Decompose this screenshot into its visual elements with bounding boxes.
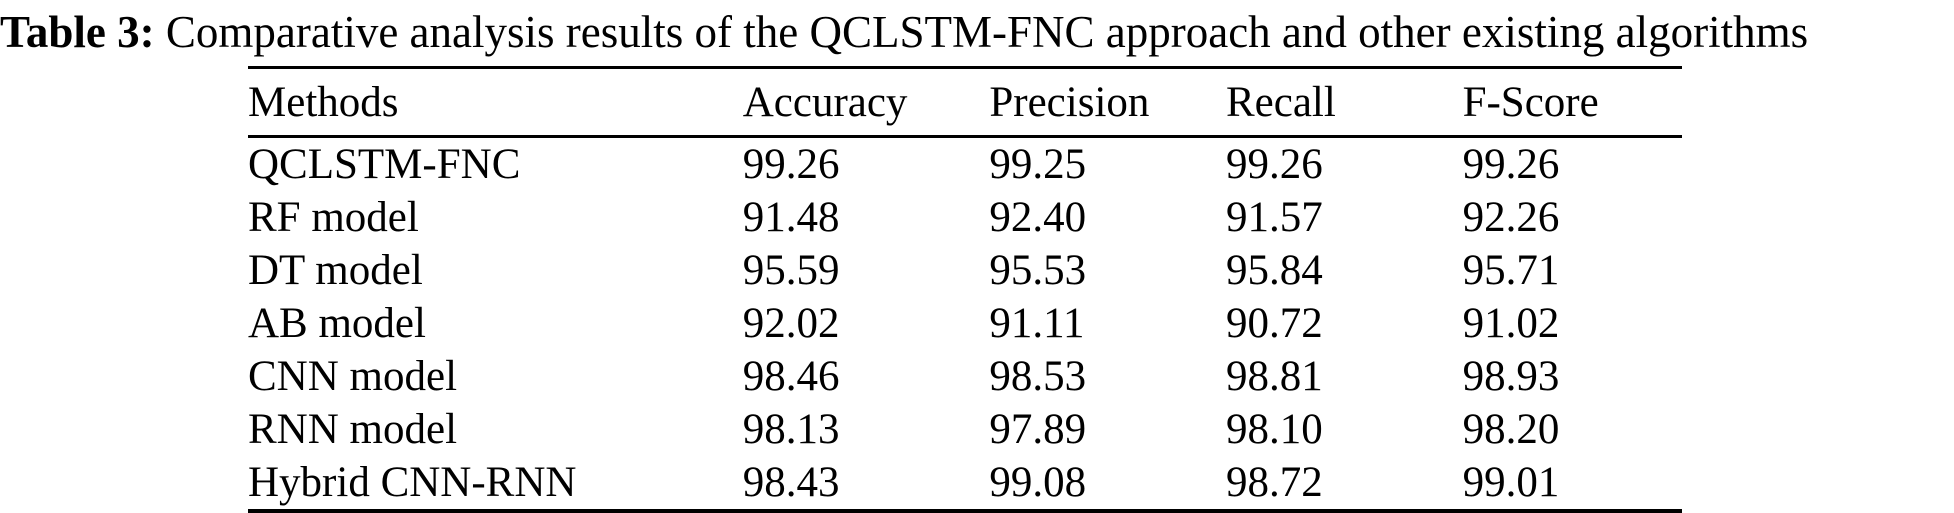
precision-cell: 92.40	[989, 194, 1087, 241]
column-header-methods: Methods	[248, 67, 743, 138]
table-row: AB model 92.02 91.11 90.72 91.02	[248, 297, 1682, 350]
fscore-cell: 99.01	[1462, 459, 1560, 506]
accuracy-cell: 98.46	[742, 353, 840, 400]
precision-cell: 95.53	[989, 247, 1087, 294]
precision-cell: 98.53	[989, 353, 1087, 400]
column-header-recall: Recall	[1225, 67, 1463, 138]
accuracy-cell: 95.59	[742, 247, 840, 294]
column-header-precision: Precision	[989, 67, 1226, 138]
table-row: CNN model 98.46 98.53 98.81 98.93	[248, 350, 1682, 403]
accuracy-cell: 92.02	[742, 300, 840, 347]
column-header-fscore: F-Score	[1462, 67, 1682, 138]
table-caption: Table 3: Comparative analysis results of…	[0, 0, 1954, 62]
header-row: Methods Accuracy Precision Recall F-Scor…	[248, 67, 1682, 138]
fscore-cell: 95.71	[1462, 247, 1560, 294]
method-cell: QCLSTM-FNC	[248, 141, 521, 188]
fscore-cell: 98.93	[1462, 353, 1560, 400]
fscore-cell: 98.20	[1462, 406, 1560, 453]
accuracy-cell: 99.26	[742, 141, 840, 188]
method-cell: RNN model	[248, 406, 458, 453]
accuracy-cell: 98.43	[742, 459, 840, 506]
table-row: QCLSTM-FNC 99.26 99.25 99.26 99.26	[248, 137, 1682, 192]
precision-cell: 99.08	[989, 459, 1087, 506]
accuracy-cell: 91.48	[742, 194, 840, 241]
table-caption-text: Comparative analysis results of the QCLS…	[154, 7, 1809, 57]
accuracy-cell: 98.13	[742, 406, 840, 453]
method-cell: RF model	[248, 194, 419, 241]
precision-cell: 97.89	[989, 406, 1087, 453]
recall-cell: 98.81	[1225, 353, 1323, 400]
table-row: RNN model 98.13 97.89 98.10 98.20	[248, 403, 1682, 456]
table-caption-label: Table 3:	[0, 7, 155, 57]
method-cell: DT model	[248, 247, 423, 294]
recall-cell: 99.26	[1225, 141, 1323, 188]
method-cell: Hybrid CNN-RNN	[248, 459, 577, 506]
column-header-accuracy: Accuracy	[742, 67, 990, 138]
precision-cell: 91.11	[989, 300, 1085, 347]
fscore-cell: 91.02	[1462, 300, 1560, 347]
fscore-cell: 99.26	[1462, 141, 1560, 188]
fscore-cell: 92.26	[1462, 194, 1560, 241]
recall-cell: 98.72	[1225, 459, 1323, 506]
recall-cell: 98.10	[1225, 406, 1323, 453]
recall-cell: 91.57	[1225, 194, 1323, 241]
recall-cell: 90.72	[1225, 300, 1323, 347]
recall-cell: 95.84	[1225, 247, 1323, 294]
method-cell: CNN model	[248, 353, 458, 400]
table-row: Hybrid CNN-RNN 98.43 99.08 98.72 99.01	[248, 456, 1682, 511]
method-cell: AB model	[248, 300, 426, 347]
results-table: Methods Accuracy Precision Recall F-Scor…	[248, 66, 1682, 513]
precision-cell: 99.25	[989, 141, 1087, 188]
table-row: RF model 91.48 92.40 91.57 92.26	[248, 191, 1682, 244]
table-row: DT model 95.59 95.53 95.84 95.71	[248, 244, 1682, 297]
